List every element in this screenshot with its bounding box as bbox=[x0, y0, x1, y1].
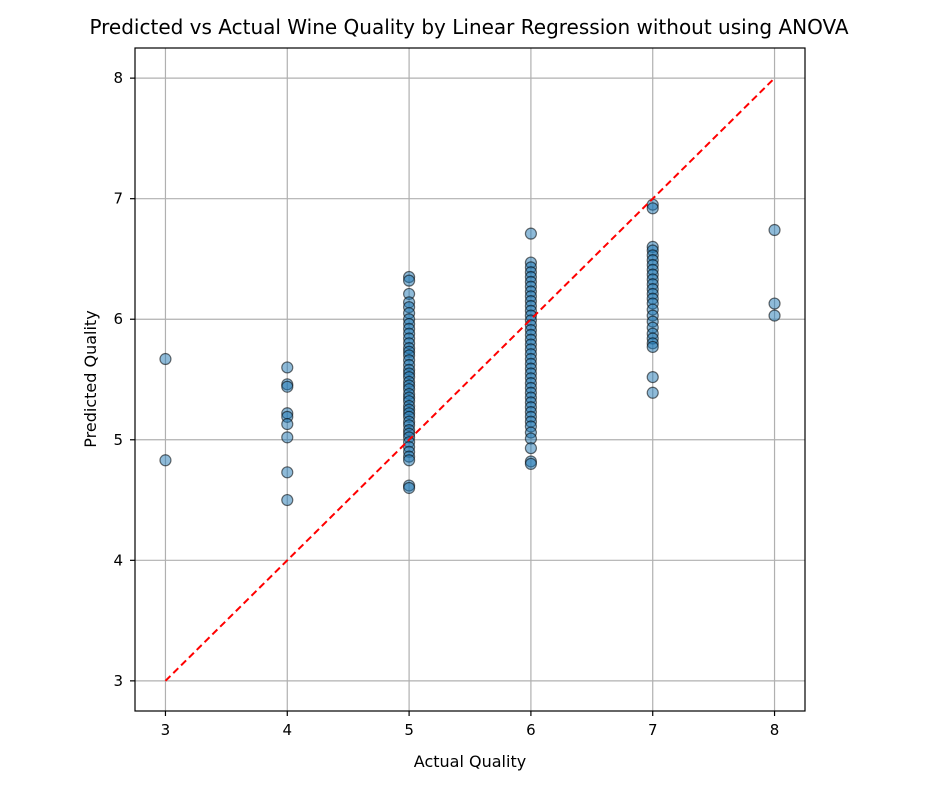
x-tick-label: 8 bbox=[770, 721, 780, 739]
scatter-point bbox=[281, 361, 294, 374]
scatter-point bbox=[524, 442, 538, 455]
scatter-point bbox=[402, 481, 416, 495]
chart-title: Predicted vs Actual Wine Quality by Line… bbox=[89, 15, 848, 39]
scatter-point bbox=[646, 340, 659, 354]
scatter-point bbox=[646, 386, 659, 399]
x-tick-label: 6 bbox=[526, 721, 536, 739]
scatter-point bbox=[768, 309, 781, 322]
x-axis-label: Actual Quality bbox=[414, 752, 526, 771]
y-tick-label: 7 bbox=[113, 190, 123, 208]
y-tick-label: 3 bbox=[113, 672, 123, 690]
reference-line bbox=[164, 77, 776, 682]
y-tick-label: 8 bbox=[113, 69, 123, 87]
scatter-point bbox=[281, 493, 294, 507]
scatter-point bbox=[281, 380, 294, 393]
x-tick-label: 7 bbox=[648, 721, 658, 739]
scatter-point bbox=[768, 297, 781, 310]
scatter-point bbox=[402, 274, 416, 287]
scatter-point bbox=[159, 352, 172, 366]
y-axis-ticks: 3 4 5 6 7 8 bbox=[113, 69, 135, 690]
y-tick-label: 5 bbox=[113, 431, 123, 449]
scatter-point bbox=[646, 370, 659, 384]
y-tick-label: 6 bbox=[113, 310, 123, 328]
scatter-point bbox=[524, 457, 538, 470]
y-axis-label: Predicted Quality bbox=[81, 310, 100, 447]
y-tick-label: 4 bbox=[113, 551, 123, 569]
scatter-point bbox=[281, 466, 294, 479]
x-tick-label: 3 bbox=[161, 721, 171, 739]
scatter-point bbox=[159, 454, 172, 467]
plot-frame bbox=[134, 47, 806, 712]
scatter-point bbox=[524, 227, 538, 240]
x-tick-label: 4 bbox=[282, 721, 292, 739]
x-axis-ticks: 3 4 5 6 7 8 bbox=[161, 711, 780, 739]
scatter-point bbox=[768, 223, 781, 237]
scatter-point bbox=[281, 418, 294, 431]
scatter-point bbox=[402, 454, 416, 467]
x-tick-label: 5 bbox=[404, 721, 414, 739]
data-points bbox=[159, 198, 781, 507]
scatter-point bbox=[281, 431, 294, 444]
scatter-point bbox=[646, 202, 659, 215]
